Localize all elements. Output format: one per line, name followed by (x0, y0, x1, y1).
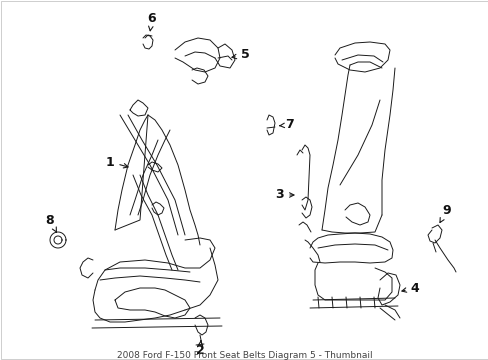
Text: 2008 Ford F-150 Front Seat Belts Diagram 5 - Thumbnail: 2008 Ford F-150 Front Seat Belts Diagram… (117, 351, 371, 360)
Text: 8: 8 (45, 213, 57, 232)
Text: 6: 6 (147, 12, 156, 31)
Text: 1: 1 (105, 156, 128, 168)
Text: 7: 7 (279, 118, 294, 131)
Text: 4: 4 (401, 282, 419, 294)
Text: 2: 2 (195, 341, 204, 356)
Text: 3: 3 (275, 189, 293, 202)
Text: 5: 5 (231, 49, 249, 62)
Text: 9: 9 (439, 203, 450, 222)
